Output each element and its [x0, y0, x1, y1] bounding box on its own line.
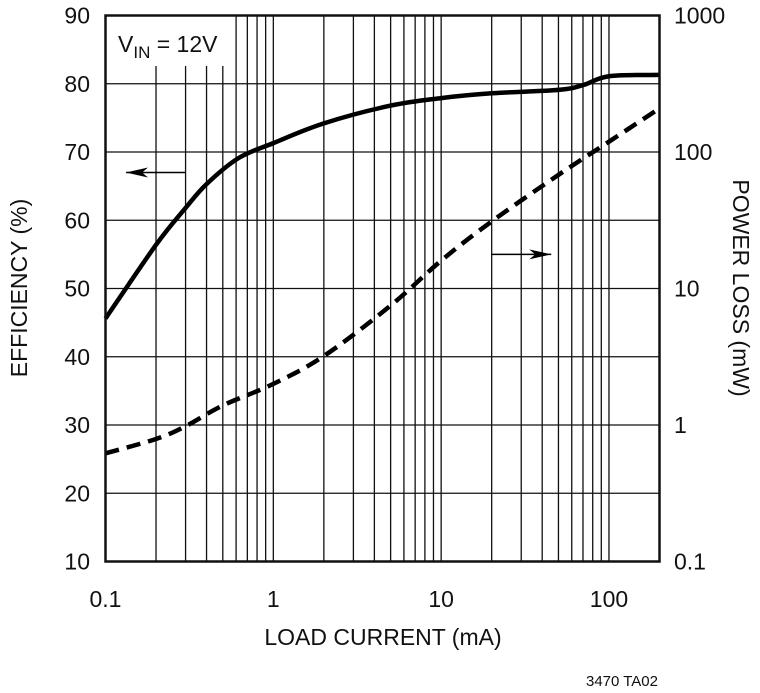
y2-axis-label: POWER LOSS (mW) [728, 179, 754, 396]
plot-frame [104, 14, 661, 563]
arrow-head [126, 167, 149, 178]
figure-id: 3470 TA02 [586, 673, 658, 690]
right-arrow-icon [491, 249, 552, 260]
x-tick-label: 10 [428, 586, 454, 612]
y-axis-label: EFFICIENCY (%) [6, 199, 32, 377]
y-tick-label: 80 [64, 71, 90, 97]
arrows [126, 167, 552, 260]
grid [105, 15, 660, 562]
left-arrow-icon [126, 167, 187, 178]
tick-labels: 0.1 1 10 100 10 20 30 40 50 60 70 80 90 0.1 1 10 100 1000 [64, 3, 725, 613]
y2-tick-label: 0.1 [674, 549, 706, 575]
x-axis-label: LOAD CURRENT (mA) [264, 624, 501, 650]
y-tick-label: 10 [64, 549, 90, 575]
y-tick-label: 20 [64, 480, 90, 506]
y2-tick-label: 1 [674, 412, 687, 438]
y2-tick-label: 100 [674, 139, 712, 165]
annotation-vin: VIN = 12V [118, 31, 218, 62]
y-tick-label: 60 [64, 207, 90, 233]
y-tick-label: 90 [64, 3, 90, 29]
y-tick-label: 50 [64, 276, 90, 302]
efficiency-curve [103, 72, 660, 320]
arrow-head [529, 249, 552, 260]
x-tick-label: 1 [267, 586, 280, 612]
y2-tick-label: 10 [674, 276, 700, 302]
x-tick-label: 100 [590, 586, 628, 612]
y-tick-label: 70 [64, 139, 90, 165]
y-tick-label: 30 [64, 412, 90, 438]
series-group [103, 72, 661, 456]
annotation-box [106, 16, 232, 66]
power-loss-curve [104, 106, 661, 456]
y-tick-label: 40 [64, 344, 90, 370]
x-tick-label: 0.1 [90, 586, 122, 612]
y2-tick-label: 1000 [674, 3, 725, 29]
